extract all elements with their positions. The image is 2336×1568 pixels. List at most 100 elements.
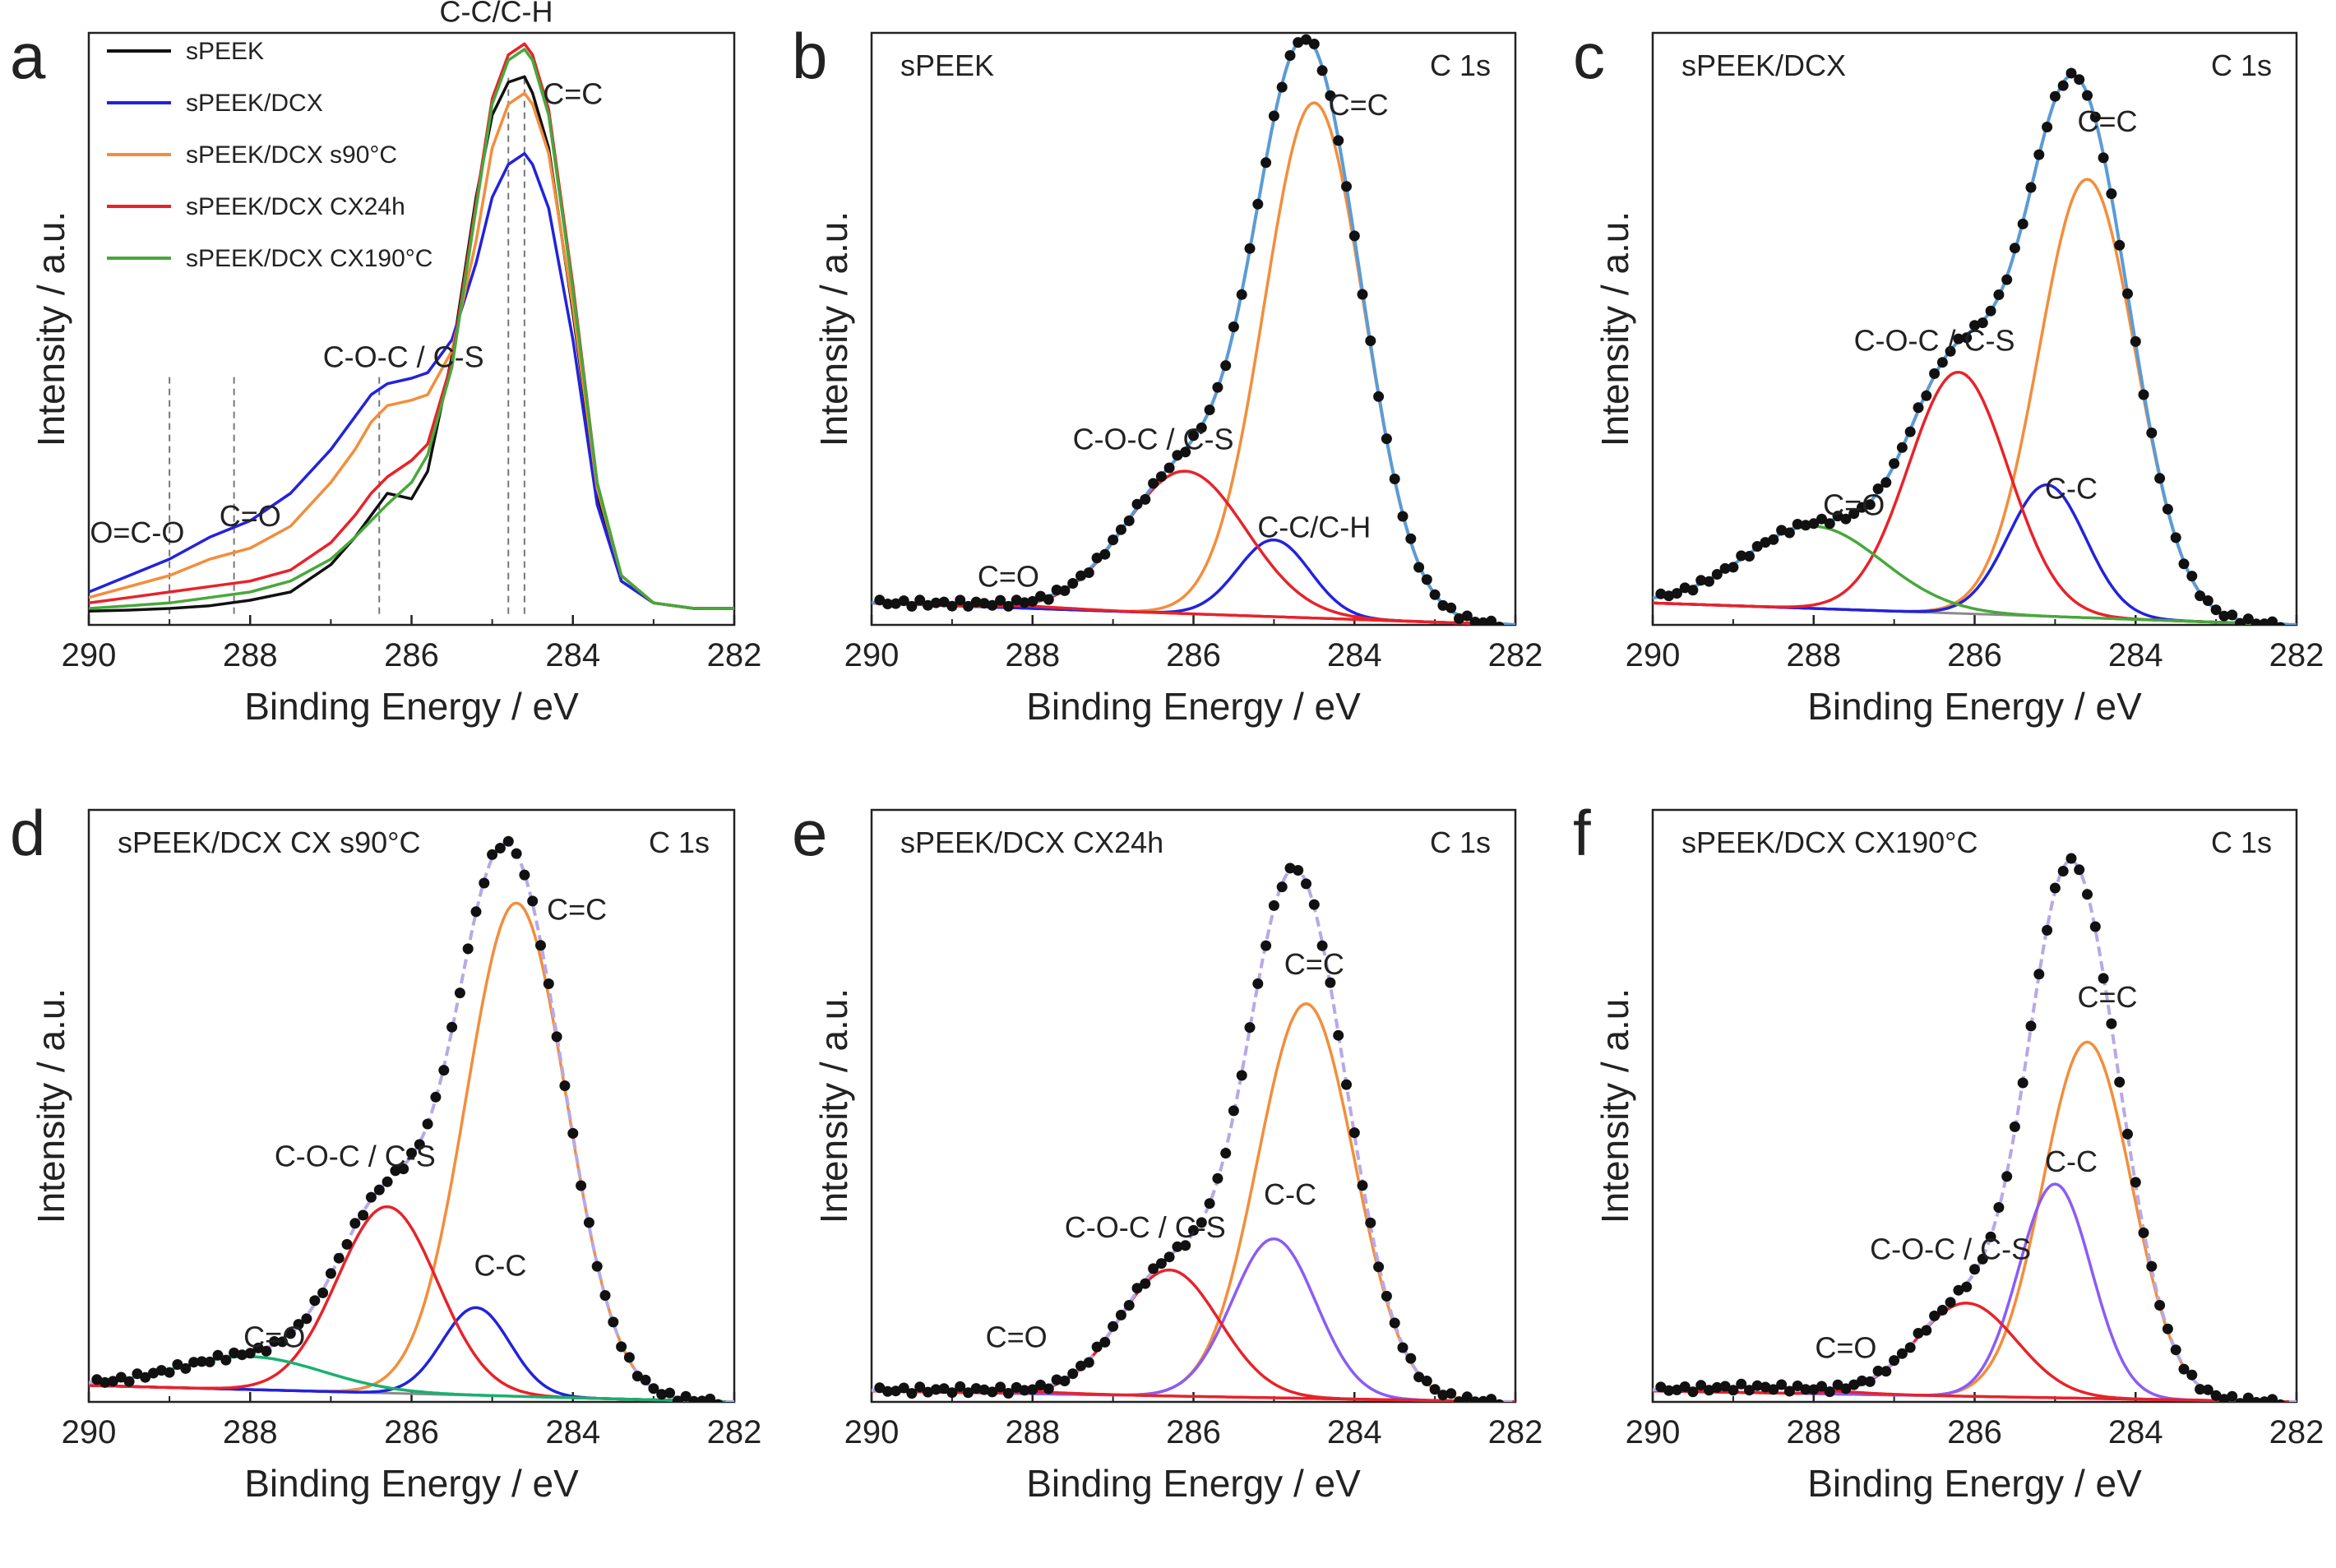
data-point — [2202, 1384, 2213, 1395]
data-point — [1486, 1394, 1497, 1402]
data-point — [688, 1395, 700, 1402]
data-point — [2025, 182, 2037, 193]
data-point — [1913, 1328, 1924, 1339]
data-point — [2025, 1020, 2037, 1032]
legend-label: sPEEK/DCX CX24h — [186, 193, 405, 220]
data-point — [1348, 1127, 1360, 1139]
x-axis-label: Binding Energy / eV — [1026, 685, 1361, 728]
x-tick-label: 286 — [1947, 1414, 2002, 1450]
data-point — [325, 1268, 336, 1279]
data-point — [1163, 1251, 1175, 1263]
data-point — [882, 599, 894, 609]
data-point — [1236, 289, 1247, 300]
x-tick-label: 282 — [1488, 1414, 1543, 1450]
data-point — [2227, 609, 2238, 621]
peak-annotation: O=C-O — [90, 516, 184, 549]
data-point — [91, 1374, 103, 1385]
x-tick-label: 290 — [1626, 1414, 1681, 1450]
data-point — [1083, 1357, 1094, 1368]
data-point — [1284, 50, 1296, 61]
data-point — [1204, 1198, 1215, 1210]
data-point — [1140, 493, 1151, 505]
data-point — [1140, 1278, 1151, 1289]
data-point — [1704, 1385, 1714, 1396]
data-point — [576, 1180, 587, 1191]
data-point — [978, 1384, 990, 1395]
data-point — [2130, 1177, 2141, 1188]
peak-annotation: C-O-C / C-S — [275, 1139, 436, 1173]
data-point — [1123, 1300, 1135, 1311]
data-point — [713, 1399, 724, 1402]
data-point — [1002, 600, 1014, 612]
data-point — [99, 1376, 111, 1388]
data-point — [2275, 622, 2286, 625]
data-point — [1494, 622, 1505, 625]
data-point — [1800, 1384, 1811, 1395]
data-point — [1405, 533, 1417, 544]
data-point — [1212, 382, 1224, 393]
data-point — [2250, 1397, 2262, 1402]
data-point — [2242, 1392, 2254, 1402]
data-point — [930, 597, 941, 608]
data-point — [1921, 1325, 1932, 1336]
data-point — [1051, 585, 1062, 595]
core-level-label: C 1s — [2211, 49, 2272, 82]
core-level-label: C 1s — [1430, 826, 1491, 859]
data-point — [1397, 511, 1409, 522]
component-peak — [1653, 525, 2297, 625]
data-point — [1228, 1105, 1239, 1117]
data-point — [1293, 37, 1304, 49]
data-point — [2170, 1344, 2181, 1356]
x-axis-label: Binding Energy / eV — [1026, 1462, 1361, 1505]
data-point — [414, 1139, 425, 1150]
data-point — [527, 895, 539, 907]
data-point — [1936, 1304, 1948, 1316]
x-tick-label: 282 — [2269, 637, 2324, 673]
data-point — [1108, 1321, 1119, 1332]
data-point — [365, 1191, 377, 1203]
data-point — [583, 1217, 594, 1228]
x-tick-label: 284 — [1327, 637, 1382, 673]
data-point — [1711, 569, 1723, 580]
data-point — [1333, 1029, 1344, 1041]
data-point — [1913, 402, 1924, 414]
data-point — [2057, 80, 2069, 91]
data-point — [333, 1252, 345, 1264]
series-line — [89, 48, 734, 610]
data-point — [1316, 65, 1328, 76]
data-point — [155, 1365, 167, 1376]
series-line — [89, 151, 734, 610]
data-point — [2154, 473, 2166, 484]
data-point — [664, 1387, 675, 1399]
data-point — [1027, 1384, 1038, 1395]
data-point — [1244, 243, 1256, 254]
data-point — [172, 1359, 183, 1370]
data-point — [1429, 589, 1441, 600]
data-point — [995, 594, 1006, 606]
x-axis-label: Binding Energy / eV — [244, 685, 579, 728]
data-point — [1196, 1217, 1207, 1228]
x-axis-label: Binding Energy / eV — [1807, 685, 2142, 728]
data-point — [1220, 360, 1232, 372]
component-peak — [872, 1001, 1515, 1402]
data-point — [1325, 90, 1336, 101]
fit-envelope — [1653, 858, 2297, 1402]
data-point — [1333, 135, 1344, 146]
fit-envelope — [89, 840, 734, 1402]
data-point — [1929, 368, 1940, 379]
data-point — [1719, 1381, 1731, 1392]
data-point — [874, 594, 886, 606]
data-point — [1357, 1180, 1368, 1191]
data-point — [1728, 562, 1739, 573]
data-point — [1011, 594, 1022, 606]
legend-label: sPEEK/DCX CX190°C — [186, 245, 433, 272]
data-point — [2049, 882, 2061, 894]
data-point — [470, 906, 482, 918]
sample-title: sPEEK/DCX CX24h — [900, 826, 1163, 859]
data-point — [1695, 1380, 1707, 1391]
data-point — [1341, 1079, 1352, 1090]
data-point — [2098, 973, 2109, 984]
peak-annotation: C-C — [1264, 1177, 1316, 1211]
data-point — [2042, 924, 2053, 936]
data-point — [898, 595, 909, 607]
